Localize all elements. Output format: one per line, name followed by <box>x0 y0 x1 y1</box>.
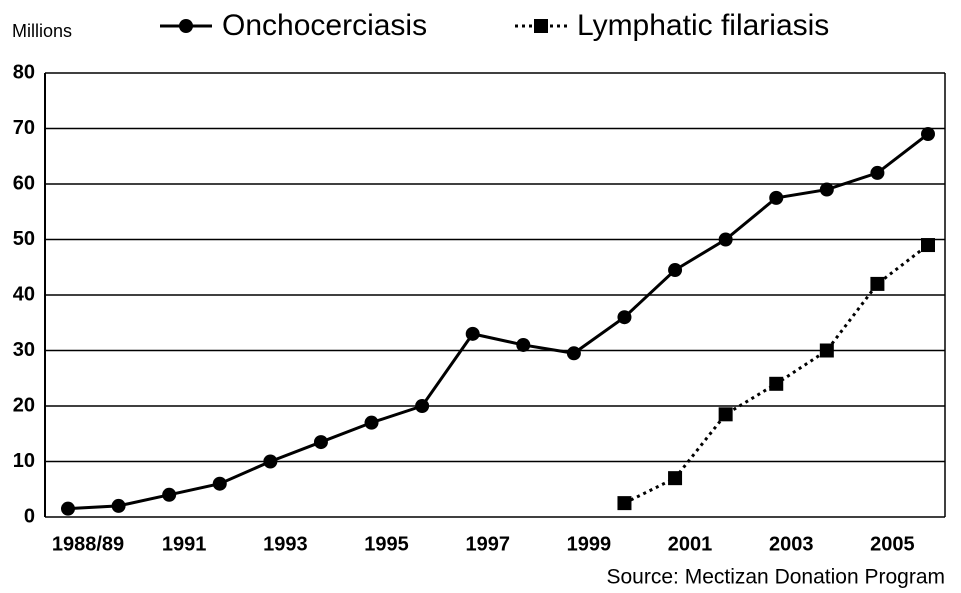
y-tick-label: 70 <box>13 117 35 139</box>
data-point <box>415 399 430 413</box>
data-point <box>668 263 683 278</box>
data-point <box>870 165 885 180</box>
data-point <box>566 346 581 361</box>
data-point <box>870 276 885 291</box>
y-axis-label: Millions <box>12 21 72 41</box>
data-point <box>162 487 177 502</box>
x-tick-label: 1993 <box>263 533 308 555</box>
legend-label: Onchocerciasis <box>222 9 427 42</box>
y-tick-label: 0 <box>24 505 35 527</box>
data-point <box>921 127 935 142</box>
data-point <box>516 337 531 352</box>
data-point <box>263 454 278 469</box>
data-point <box>718 407 733 422</box>
x-tick-label: 1999 <box>567 533 612 555</box>
y-tick-label: 50 <box>13 228 35 250</box>
x-tick-label: 2003 <box>769 533 814 555</box>
data-point <box>313 435 328 450</box>
y-tick-label: 60 <box>13 172 35 194</box>
x-tick-label: 1991 <box>162 533 207 555</box>
data-point <box>364 415 379 430</box>
data-point <box>111 498 126 513</box>
x-tick-label: 1997 <box>465 533 510 555</box>
data-point <box>921 238 935 253</box>
y-tick-label: 40 <box>13 283 35 305</box>
data-point <box>465 326 480 341</box>
data-point <box>819 182 834 197</box>
data-point <box>819 343 834 358</box>
y-tick-label: 80 <box>13 61 35 83</box>
data-point <box>668 471 683 486</box>
x-tick-label: 1988/89 <box>52 533 124 555</box>
source: Source: Mectizan Donation Program <box>607 566 946 589</box>
y-tick-label: 20 <box>13 394 35 416</box>
data-point <box>212 476 227 491</box>
y-tick-label: 30 <box>13 339 35 361</box>
data-point <box>769 190 784 205</box>
data-point <box>61 501 75 516</box>
x-tick-label: 2001 <box>668 533 713 555</box>
y-tick-label: 10 <box>13 450 35 472</box>
data-point <box>718 232 733 247</box>
series-line <box>67 132 929 511</box>
data-point <box>617 496 632 511</box>
data-point <box>769 376 784 391</box>
legend-marker <box>179 19 193 33</box>
x-tick-label: 1995 <box>364 533 409 555</box>
data-point <box>617 310 632 325</box>
legend-label: Lymphatic filariasis <box>577 9 829 42</box>
legend-marker <box>534 19 548 33</box>
x-tick-label: 2005 <box>870 533 915 555</box>
